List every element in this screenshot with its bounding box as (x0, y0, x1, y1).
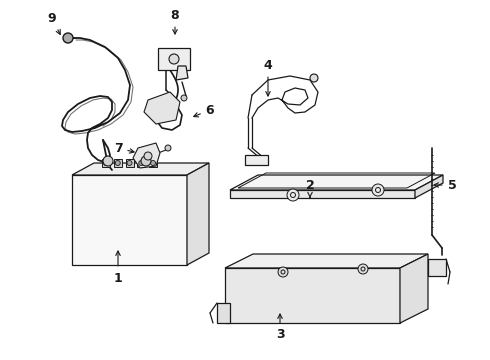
Polygon shape (217, 303, 230, 323)
Polygon shape (187, 163, 209, 265)
Text: 6: 6 (194, 104, 214, 117)
Text: 2: 2 (306, 179, 315, 197)
Polygon shape (133, 143, 160, 168)
Polygon shape (176, 66, 188, 80)
Text: 8: 8 (171, 9, 179, 34)
Circle shape (358, 264, 368, 274)
Text: 1: 1 (114, 251, 122, 284)
Circle shape (103, 156, 113, 166)
Polygon shape (230, 175, 443, 190)
Polygon shape (72, 175, 187, 265)
Circle shape (139, 161, 144, 166)
Circle shape (278, 267, 288, 277)
Circle shape (127, 161, 132, 166)
Circle shape (287, 189, 299, 201)
Circle shape (144, 152, 152, 160)
Text: 4: 4 (264, 59, 272, 96)
Polygon shape (415, 175, 443, 198)
Circle shape (169, 54, 179, 64)
Circle shape (372, 184, 384, 196)
Circle shape (310, 74, 318, 82)
Circle shape (150, 161, 155, 166)
Circle shape (103, 161, 108, 166)
Polygon shape (72, 163, 209, 175)
Text: 3: 3 (276, 314, 284, 342)
Circle shape (181, 95, 187, 101)
Polygon shape (125, 159, 133, 167)
Circle shape (165, 145, 171, 151)
Polygon shape (225, 254, 428, 268)
Text: 5: 5 (434, 179, 456, 192)
Polygon shape (144, 92, 180, 124)
Polygon shape (102, 159, 110, 167)
Polygon shape (400, 254, 428, 323)
Circle shape (63, 33, 73, 43)
Polygon shape (137, 159, 145, 167)
Circle shape (141, 156, 151, 166)
Polygon shape (114, 159, 122, 167)
Circle shape (115, 161, 120, 166)
Polygon shape (149, 159, 157, 167)
Text: 9: 9 (48, 12, 60, 35)
Polygon shape (225, 268, 400, 323)
Polygon shape (230, 190, 415, 198)
Polygon shape (428, 259, 446, 276)
Text: 7: 7 (114, 141, 134, 154)
Polygon shape (158, 48, 190, 70)
Polygon shape (245, 155, 268, 165)
